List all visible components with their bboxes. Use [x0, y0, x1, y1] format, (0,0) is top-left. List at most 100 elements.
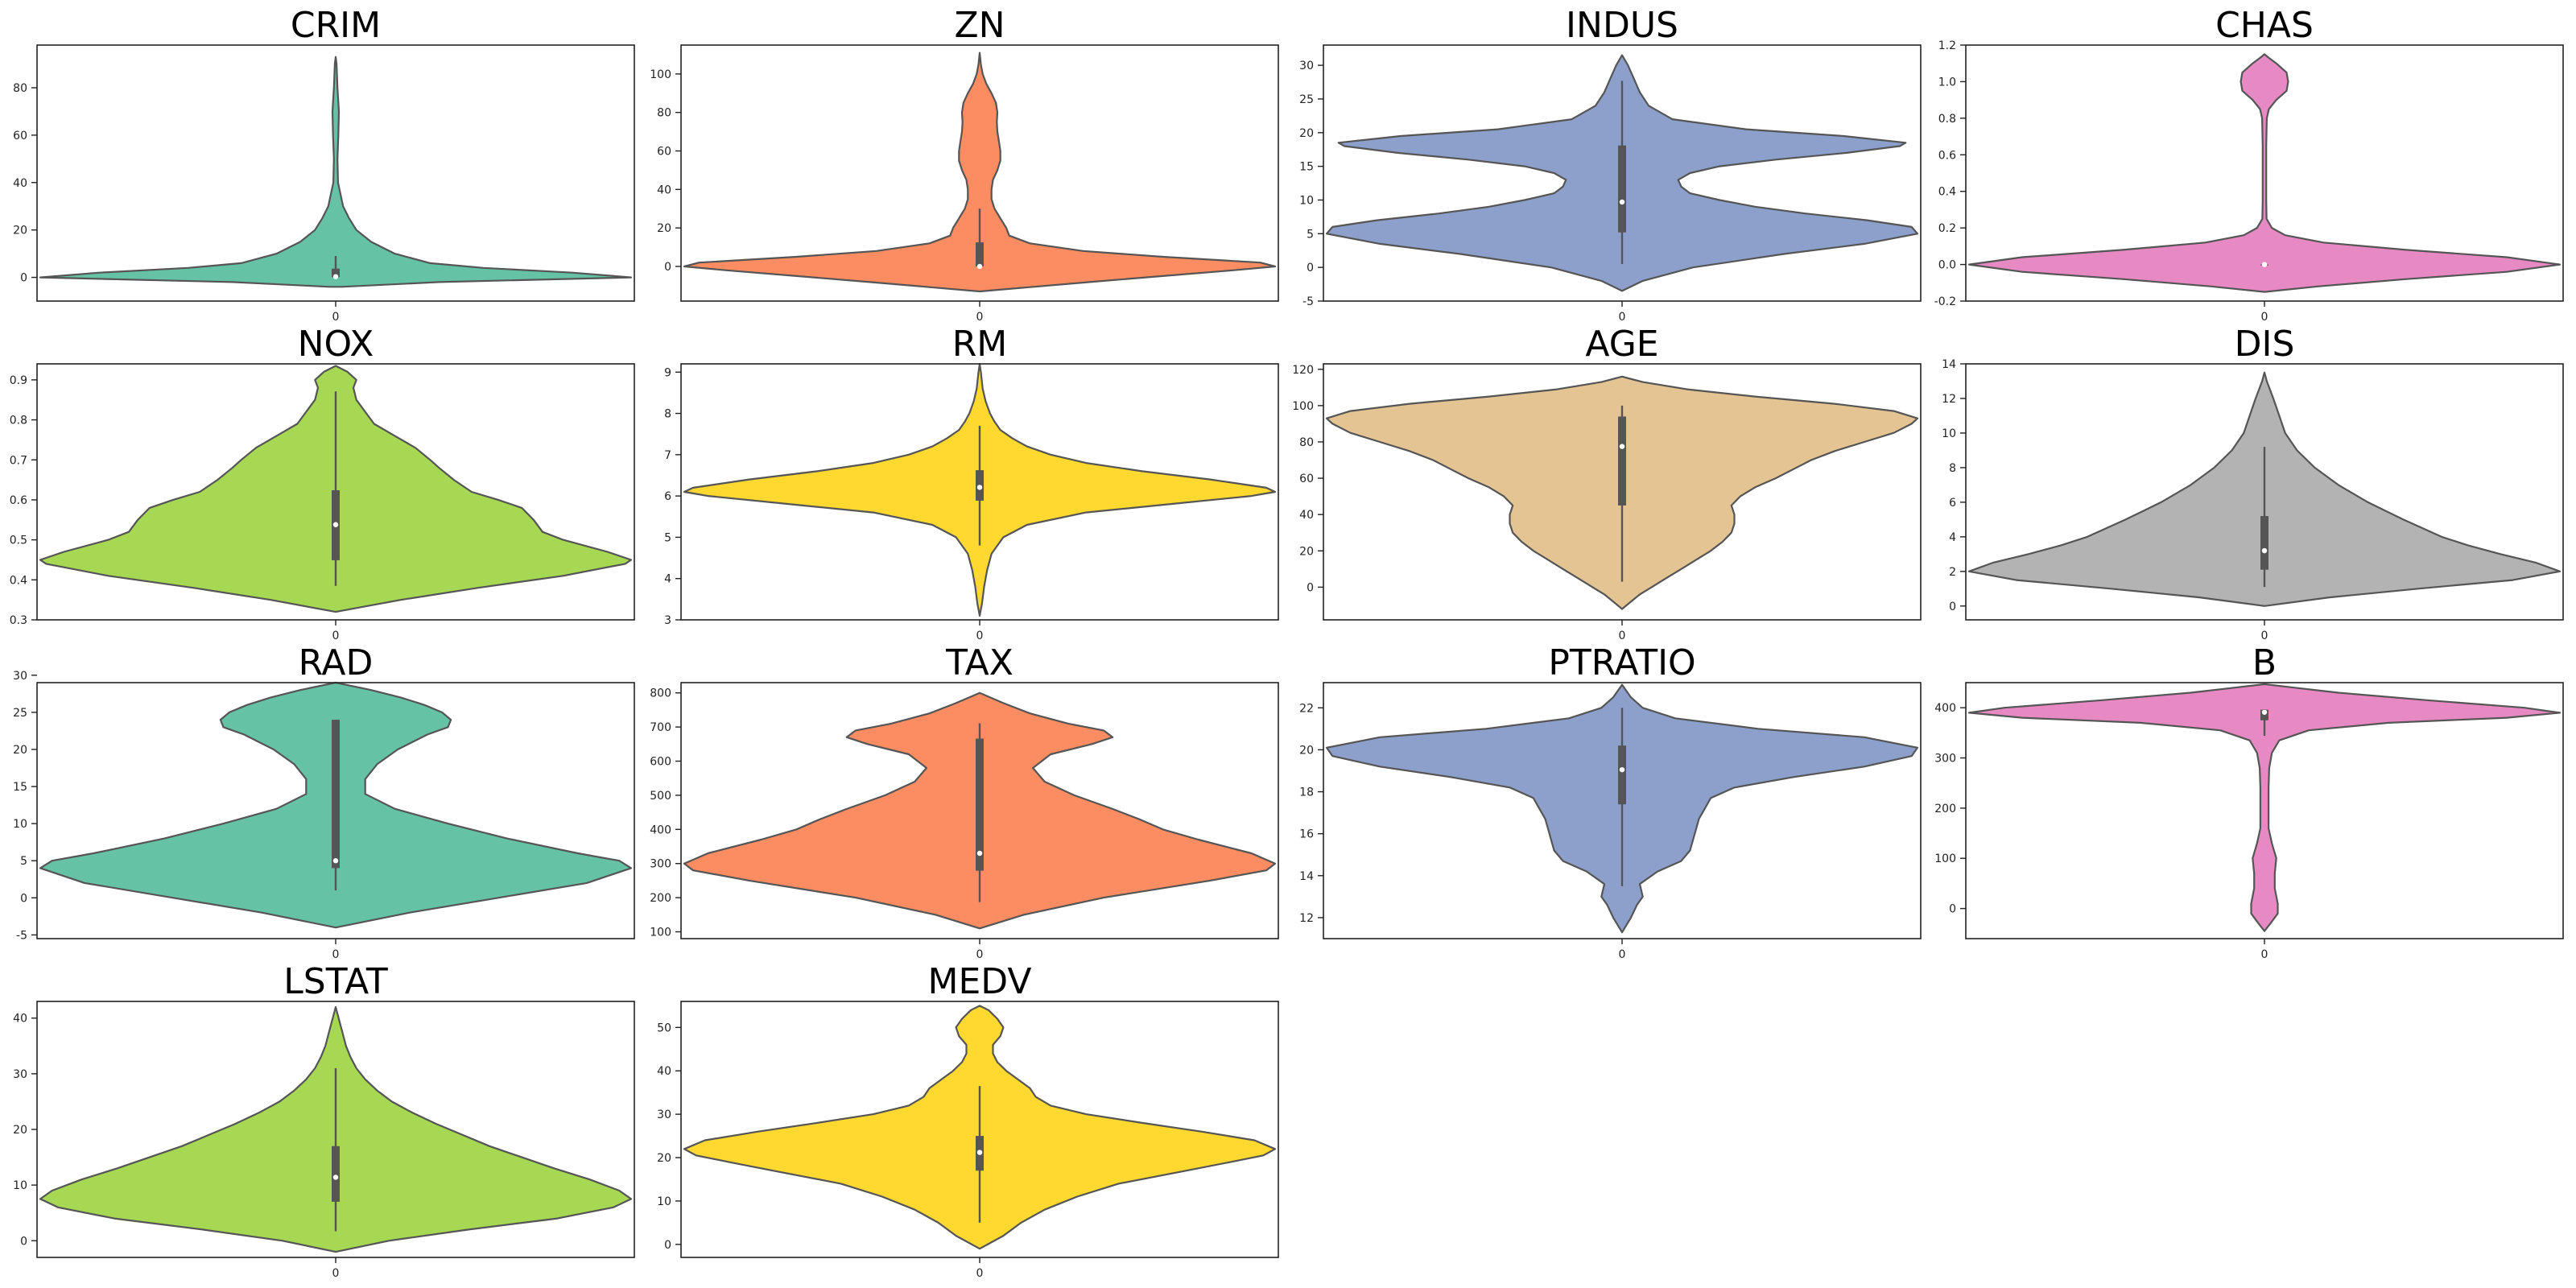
violin-panel-tax: TAX 100 200 300 400 500 600 700 800 0: [644, 638, 1288, 961]
violin-plot-zn: 0 20 40 60 80 100 0: [650, 44, 1279, 324]
y-tick-label: 30: [13, 670, 27, 683]
y-tick-label: 30: [13, 1068, 27, 1081]
y-tick-label: 120: [1292, 364, 1314, 377]
y-tick-label: 200: [1934, 803, 1956, 815]
y-tick-label: 0: [20, 1235, 27, 1248]
chart-title: TAX: [946, 642, 1013, 683]
y-tick-label: 0.0: [1938, 259, 1956, 272]
y-tick-label: -0.2: [1934, 295, 1956, 308]
y-tick-label: 800: [650, 687, 671, 700]
iqr-box: [1618, 145, 1626, 233]
y-tick-label: 6: [1949, 497, 1956, 510]
y-tick-label: 0: [1307, 262, 1314, 275]
median-marker: [2261, 262, 2268, 267]
chart-title: CHAS: [2215, 5, 2314, 46]
y-tick-label: 20: [13, 744, 27, 757]
y-tick-label: 40: [1299, 509, 1314, 522]
iqr-box: [2260, 709, 2268, 720]
y-tick-label: 3: [664, 614, 671, 627]
x-tick-label: 0: [1619, 630, 1626, 642]
y-tick-label: 80: [13, 82, 27, 95]
y-tick-label: 40: [13, 177, 27, 190]
violin-panel-indus: INDUS -5 0 5 10 15 20 25 30 0: [1286, 0, 1930, 324]
y-tick-label: 0.8: [1938, 113, 1956, 126]
y-tick-label: 10: [657, 1195, 671, 1208]
violin-panel-lstat: LSTAT 0 10 20 30 40 0: [0, 956, 644, 1280]
chart-title: AGE: [1585, 324, 1659, 365]
violin-panel-dis: DIS 0 2 4 6 8 10 12 14 0: [1929, 319, 2573, 642]
y-tick-label: 9: [664, 366, 671, 379]
median-marker: [332, 1174, 339, 1180]
x-tick-label: 0: [976, 630, 984, 642]
median-marker: [1619, 444, 1625, 449]
y-tick-label: 400: [1934, 702, 1956, 715]
iqr-box: [1618, 416, 1626, 506]
x-tick-label: 0: [332, 948, 340, 961]
y-tick-label: 100: [650, 927, 671, 939]
y-tick-label: 60: [1299, 473, 1314, 485]
y-tick-label: 1.2: [1938, 39, 1956, 52]
violin-panel-nox: NOX 0.3 0.4 0.5 0.6 0.7 0.8 0.9 0: [0, 319, 644, 642]
y-tick-label: 0.2: [1938, 222, 1956, 235]
violin-plot-chas: -0.2 0.0 0.2 0.4 0.6 0.8 1.0 1.2 0: [1934, 39, 2564, 324]
median-marker: [332, 274, 339, 279]
violin-plot-crim: 0 20 40 60 80 0: [13, 44, 635, 324]
chart-title: B: [2252, 642, 2277, 683]
x-tick-label: 0: [976, 311, 984, 324]
x-tick-label: 0: [2261, 311, 2268, 324]
y-tick-label: 20: [13, 1124, 27, 1137]
y-tick-label: 5: [1307, 228, 1314, 241]
y-tick-label: 5: [664, 531, 671, 544]
y-tick-label: 0: [1949, 903, 1956, 916]
y-tick-label: 18: [1299, 786, 1314, 799]
y-tick-label: 40: [13, 1013, 27, 1026]
y-tick-label: 0: [664, 1239, 671, 1252]
violin-body: [683, 52, 1277, 293]
violin-plot-nox: 0.3 0.4 0.5 0.6 0.7 0.8 0.9 0: [10, 363, 635, 642]
violin-plot-dis: 0 2 4 6 8 10 12 14 0: [1942, 358, 2564, 642]
chart-title: PTRATIO: [1548, 642, 1696, 683]
y-tick-label: 300: [1934, 753, 1956, 766]
violin-panel-ptratio: PTRATIO 12 14 16 18 20 22 0: [1286, 638, 1930, 961]
y-tick-label: 14: [1942, 358, 1956, 371]
iqr-box: [1618, 745, 1626, 805]
y-tick-label: 20: [657, 1152, 671, 1165]
y-tick-label: 25: [1299, 93, 1314, 106]
violin-panel-crim: CRIM 0 20 40 60 80 0: [0, 0, 644, 324]
y-tick-label: 80: [1299, 436, 1314, 449]
y-tick-label: 100: [650, 68, 671, 81]
median-marker: [332, 522, 339, 527]
violin-panel-medv: MEDV 0 10 20 30 40 50 0: [644, 956, 1288, 1280]
y-tick-label: 0: [1949, 601, 1956, 613]
y-tick-label: 60: [13, 130, 27, 142]
y-tick-label: -5: [16, 929, 27, 942]
y-tick-label: 40: [657, 184, 671, 196]
y-tick-label: 0.9: [10, 374, 27, 387]
violin-plot-medv: 0 10 20 30 40 50 0: [657, 1001, 1279, 1280]
iqr-box: [332, 268, 340, 278]
violin-panel-rm: RM 3 4 5 6 7 8 9 0: [644, 319, 1288, 642]
median-marker: [976, 485, 983, 490]
y-tick-label: 7: [664, 449, 671, 462]
chart-title: MEDV: [927, 961, 1032, 1002]
y-tick-label: 40: [657, 1065, 671, 1078]
violin-plot-tax: 100 200 300 400 500 600 700 800 0: [650, 682, 1279, 961]
chart-title: RM: [952, 324, 1008, 365]
y-tick-label: 2: [1949, 566, 1956, 579]
y-tick-label: 20: [1299, 545, 1314, 558]
y-tick-label: 0.5: [10, 535, 27, 547]
y-tick-label: 20: [657, 222, 671, 235]
y-tick-label: 300: [650, 858, 671, 871]
y-tick-label: 14: [1299, 870, 1314, 883]
violin-panel-age: AGE 0 20 40 60 80 100 120 0: [1286, 319, 1930, 642]
violin-body: [1967, 683, 2562, 932]
y-tick-label: 100: [1934, 852, 1956, 865]
chart-title: INDUS: [1566, 5, 1678, 46]
x-tick-label: 0: [976, 1267, 984, 1280]
y-tick-label: 700: [650, 721, 671, 734]
median-marker: [2261, 547, 2268, 554]
y-tick-label: 6: [664, 490, 671, 503]
median-marker: [976, 850, 983, 857]
x-tick-label: 0: [332, 630, 340, 642]
y-tick-label: 5: [20, 855, 27, 868]
